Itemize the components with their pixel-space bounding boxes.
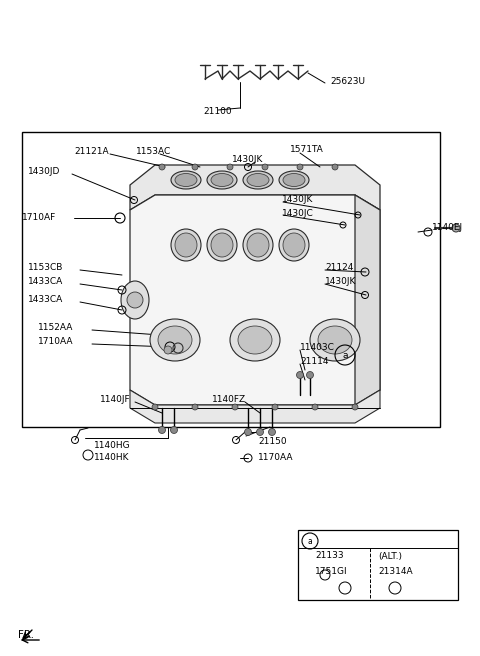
Circle shape <box>232 404 238 410</box>
Text: 1140JF: 1140JF <box>100 396 131 405</box>
Text: 1710AF: 1710AF <box>22 213 56 222</box>
Circle shape <box>332 164 338 170</box>
Ellipse shape <box>175 233 197 257</box>
Text: 1170AA: 1170AA <box>258 453 293 462</box>
Ellipse shape <box>247 233 269 257</box>
Ellipse shape <box>310 319 360 361</box>
Text: 1153AC: 1153AC <box>136 148 171 157</box>
Text: 1140FZ: 1140FZ <box>212 396 246 405</box>
Circle shape <box>227 164 233 170</box>
Circle shape <box>244 428 252 436</box>
Ellipse shape <box>238 326 272 354</box>
Circle shape <box>262 164 268 170</box>
Text: 1153CB: 1153CB <box>28 264 63 272</box>
Circle shape <box>158 426 166 434</box>
Text: 11403C: 11403C <box>300 344 335 352</box>
Circle shape <box>127 292 143 308</box>
Polygon shape <box>355 195 380 405</box>
Ellipse shape <box>230 319 280 361</box>
Text: 1751GI: 1751GI <box>315 567 348 577</box>
Ellipse shape <box>243 229 273 261</box>
Ellipse shape <box>243 171 273 189</box>
Polygon shape <box>130 390 380 423</box>
Ellipse shape <box>207 229 237 261</box>
Text: 1433CA: 1433CA <box>28 277 63 287</box>
Circle shape <box>307 371 313 379</box>
Text: 21121A: 21121A <box>74 148 108 157</box>
Ellipse shape <box>211 233 233 257</box>
Text: 21114: 21114 <box>300 358 328 367</box>
Text: a: a <box>342 350 348 359</box>
Ellipse shape <box>211 173 233 186</box>
Text: FR.: FR. <box>18 630 34 640</box>
Text: 1140HG: 1140HG <box>94 440 131 449</box>
Ellipse shape <box>158 326 192 354</box>
Ellipse shape <box>283 173 305 186</box>
Circle shape <box>192 164 198 170</box>
Ellipse shape <box>207 171 237 189</box>
Circle shape <box>352 404 358 410</box>
Circle shape <box>170 426 178 434</box>
Ellipse shape <box>150 319 200 361</box>
Text: 21100: 21100 <box>204 108 232 117</box>
Text: 1433CA: 1433CA <box>28 295 63 304</box>
Circle shape <box>192 404 198 410</box>
Circle shape <box>159 164 165 170</box>
Text: 1430JD: 1430JD <box>28 167 60 176</box>
Ellipse shape <box>283 233 305 257</box>
Bar <box>298 530 458 600</box>
Text: a: a <box>308 537 312 546</box>
Text: 21314A: 21314A <box>378 567 413 577</box>
Text: 21150: 21150 <box>258 438 287 447</box>
Text: 1710AA: 1710AA <box>38 337 73 346</box>
Ellipse shape <box>279 229 309 261</box>
Ellipse shape <box>247 173 269 186</box>
Ellipse shape <box>175 173 197 186</box>
Text: 1430JC: 1430JC <box>282 209 314 218</box>
Circle shape <box>164 346 172 354</box>
Ellipse shape <box>318 326 352 354</box>
Circle shape <box>272 404 278 410</box>
Bar <box>22 132 440 427</box>
Text: 1430JK: 1430JK <box>325 277 356 287</box>
Text: 1152AA: 1152AA <box>38 323 73 333</box>
Text: 1140HK: 1140HK <box>94 453 130 462</box>
Circle shape <box>268 428 276 436</box>
Text: 1430JK: 1430JK <box>282 195 313 205</box>
Circle shape <box>312 404 318 410</box>
Polygon shape <box>130 165 380 210</box>
Text: 1571TA: 1571TA <box>290 146 324 155</box>
Ellipse shape <box>171 229 201 261</box>
Text: 25623U: 25623U <box>330 77 365 87</box>
Circle shape <box>452 224 460 232</box>
Text: 21133: 21133 <box>315 552 344 560</box>
Circle shape <box>297 371 303 379</box>
Ellipse shape <box>171 171 201 189</box>
Circle shape <box>297 164 303 170</box>
Text: (ALT.): (ALT.) <box>378 552 402 560</box>
Polygon shape <box>130 195 380 405</box>
Circle shape <box>256 428 264 436</box>
Ellipse shape <box>279 171 309 189</box>
Ellipse shape <box>121 281 149 319</box>
Text: 21124: 21124 <box>325 264 353 272</box>
Text: 1140EJ: 1140EJ <box>432 224 463 232</box>
Circle shape <box>152 404 158 410</box>
Text: 1430JK: 1430JK <box>232 155 264 165</box>
